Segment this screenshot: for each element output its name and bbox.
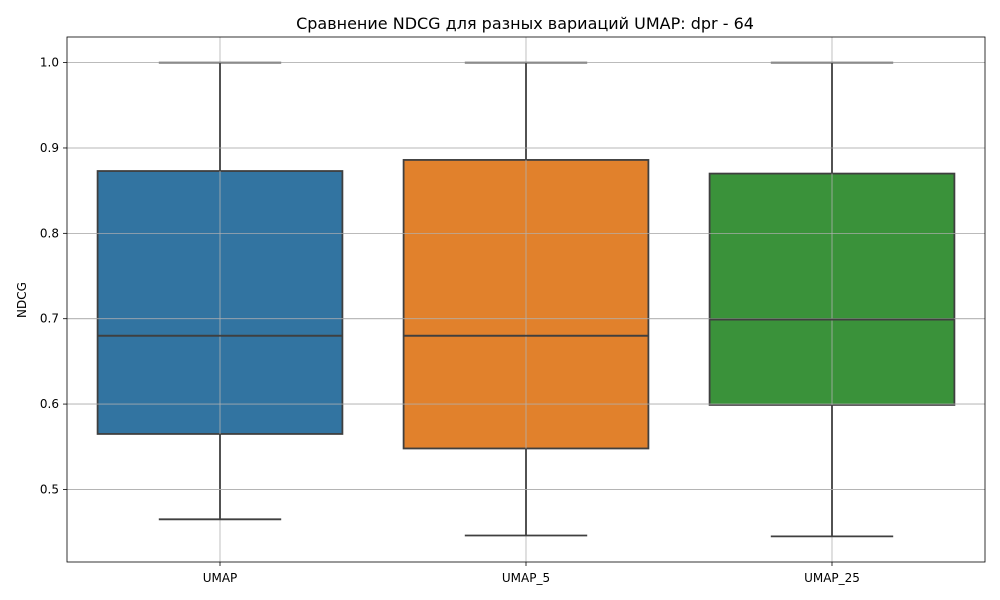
boxes (67, 61, 985, 538)
y-tick-label: 0.9 (40, 141, 59, 155)
x-axis-ticks: UMAP UMAP_5 UMAP_25 (203, 562, 860, 585)
x-tick-label-umap-5: UMAP_5 (502, 571, 550, 585)
box-umap-25 (708, 61, 956, 538)
y-tick-label: 0.6 (40, 397, 59, 411)
x-tick-label-umap: UMAP (203, 571, 238, 585)
box-umap (96, 61, 344, 521)
x-tick-label-umap-25: UMAP_25 (804, 571, 860, 585)
y-tick-label: 1.0 (40, 56, 59, 70)
box-umap-5 (402, 61, 650, 537)
y-tick-label: 0.5 (40, 482, 59, 496)
y-tick-label: 0.8 (40, 226, 59, 240)
y-tick-label: 0.7 (40, 312, 59, 326)
chart-title: Сравнение NDCG для разных вариаций UMAP:… (296, 14, 754, 33)
y-axis-label: NDCG (15, 282, 29, 318)
y-axis-ticks: 0.5 0.6 0.7 0.8 0.9 1.0 (40, 56, 67, 496)
